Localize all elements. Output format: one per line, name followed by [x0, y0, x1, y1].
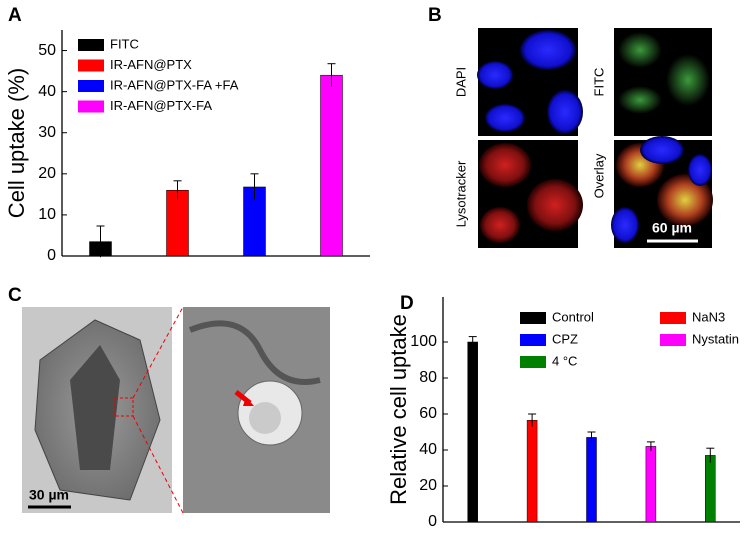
legend-swatch — [660, 312, 686, 324]
panel-label: A — [8, 5, 22, 26]
bar — [166, 190, 189, 257]
panel-label: B — [428, 5, 442, 26]
scale-bar-label: 60 µm — [652, 220, 692, 236]
bar — [467, 341, 478, 523]
legend-swatch — [520, 334, 546, 346]
y-tick-label: 40 — [38, 83, 56, 100]
scale-bar-label: 30 µm — [29, 487, 69, 503]
y-tick-label: 0 — [428, 513, 437, 530]
image-label: DAPI — [453, 67, 468, 97]
legend-label: 4 °C — [552, 353, 577, 368]
legend-swatch — [78, 39, 104, 51]
y-tick-label: 30 — [38, 124, 56, 141]
legend-label: NaN3 — [692, 309, 725, 324]
y-tick-label: 10 — [38, 206, 56, 223]
legend-swatch — [520, 312, 546, 324]
y-axis-label: Relative cell uptake — [386, 314, 411, 505]
legend-swatch — [660, 334, 686, 346]
panel-label: D — [400, 293, 414, 314]
bar — [526, 420, 538, 523]
legend-swatch — [520, 356, 546, 368]
legend-label: CPZ — [552, 331, 578, 346]
bar — [645, 446, 657, 523]
tem-image — [22, 306, 330, 514]
y-tick-label: 100 — [410, 333, 437, 350]
legend-label: Nystatin — [692, 331, 739, 346]
bar — [320, 74, 343, 257]
y-tick-label: 20 — [419, 477, 437, 494]
legend-label: IR-AFN@PTX-FA — [110, 98, 212, 113]
bar — [705, 455, 716, 523]
y-tick-label: 20 — [38, 165, 56, 182]
y-tick-label: 50 — [38, 42, 56, 59]
image-label: FITC — [591, 68, 606, 97]
legend-swatch — [78, 80, 104, 92]
legend-label: IR-AFN@PTX — [110, 57, 192, 72]
overlay-image — [611, 136, 713, 248]
bar — [586, 437, 597, 523]
y-tick-label: 60 — [419, 405, 437, 422]
y-axis-label: Cell uptake (%) — [4, 68, 29, 218]
legend-label: FITC — [110, 36, 139, 51]
y-tick-label: 0 — [47, 247, 56, 264]
y-tick-label: 40 — [419, 441, 437, 458]
legend-label: IR-AFN@PTX-FA +FA — [110, 77, 239, 92]
image-label: Lysotracker — [453, 160, 468, 227]
legend-label: Control — [552, 309, 594, 324]
image-label: Overlay — [591, 153, 606, 198]
legend-swatch — [78, 100, 104, 113]
lysotracker-image — [478, 140, 583, 248]
panel-label: C — [8, 285, 22, 306]
y-tick-label: 80 — [419, 369, 437, 386]
legend-swatch — [78, 59, 104, 72]
fitc-image — [614, 28, 712, 136]
dapi-image — [477, 28, 583, 136]
